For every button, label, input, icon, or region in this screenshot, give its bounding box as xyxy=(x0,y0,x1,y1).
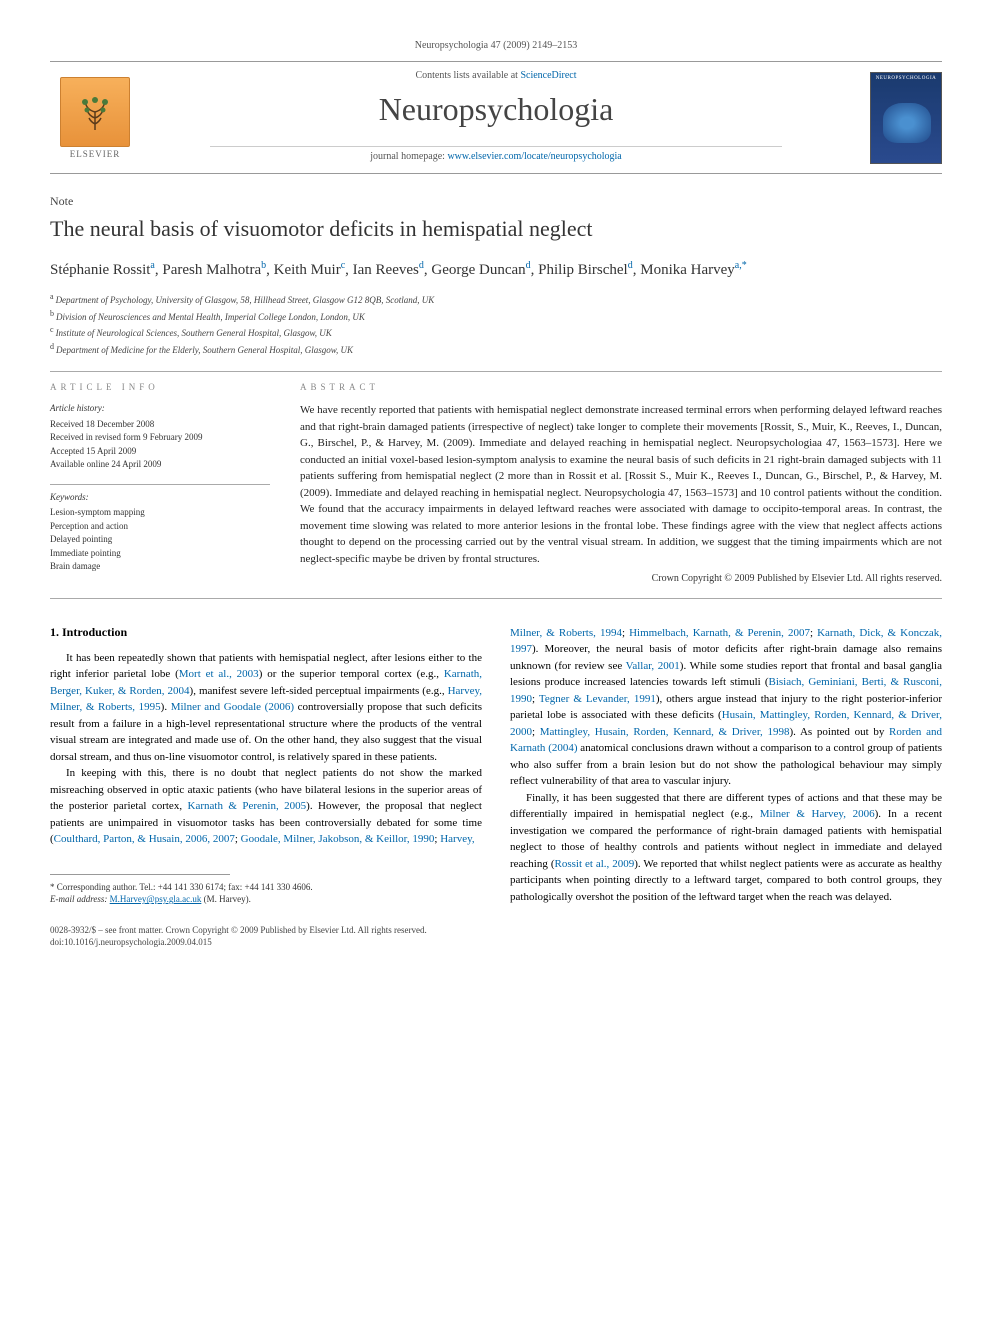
journal-homepage: journal homepage: www.elsevier.com/locat… xyxy=(210,146,782,165)
history-item: Available online 24 April 2009 xyxy=(50,458,270,472)
abstract-copyright: Crown Copyright © 2009 Published by Else… xyxy=(300,573,942,584)
page-footer: 0028-3932/$ – see front matter. Crown Co… xyxy=(50,924,942,949)
author-list: Stéphanie Rossita, Paresh Malhotrab, Kei… xyxy=(50,258,942,282)
masthead-center: Contents lists available at ScienceDirec… xyxy=(140,70,852,165)
history-item: Received in revised form 9 February 2009 xyxy=(50,431,270,445)
journal-cover-icon: NEUROPSYCHOLOGIA xyxy=(870,72,942,164)
affiliation: bDivision of Neurosciences and Mental He… xyxy=(50,308,942,325)
cover-thumb-block: NEUROPSYCHOLOGIA xyxy=(852,72,942,164)
homepage-link[interactable]: www.elsevier.com/locate/neuropsychologia xyxy=(447,151,621,162)
keywords-block: Keywords: Lesion-symptom mapping Percept… xyxy=(50,491,270,574)
keywords-label: Keywords: xyxy=(50,491,270,505)
elsevier-tree-icon xyxy=(75,92,115,132)
history-label: Article history: xyxy=(50,402,270,416)
footer-copyright: 0028-3932/$ – see front matter. Crown Co… xyxy=(50,924,942,937)
contents-available: Contents lists available at ScienceDirec… xyxy=(150,70,842,81)
article-type: Note xyxy=(50,194,942,209)
cover-brain-icon xyxy=(883,103,931,143)
publisher-logo-block: ELSEVIER xyxy=(50,77,140,159)
corr-email: E-mail address: M.Harvey@psy.gla.ac.uk (… xyxy=(50,893,482,906)
history-item: Accepted 15 April 2009 xyxy=(50,445,270,459)
corr-line: * Corresponding author. Tel.: +44 141 33… xyxy=(50,881,482,894)
keyword: Lesion-symptom mapping xyxy=(50,506,270,520)
body-paragraph: It has been repeatedly shown that patien… xyxy=(50,650,482,766)
info-abstract-row: ARTICLE INFO Article history: Received 1… xyxy=(50,382,942,586)
section-heading: 1. Introduction xyxy=(50,625,482,640)
journal-title: Neuropsychologia xyxy=(150,91,842,128)
contents-prefix: Contents lists available at xyxy=(415,70,520,81)
running-header: Neuropsychologia 47 (2009) 2149–2153 xyxy=(50,40,942,51)
divider xyxy=(50,484,270,485)
divider xyxy=(50,598,942,599)
masthead: ELSEVIER Contents lists available at Sci… xyxy=(50,61,942,174)
article-info-heading: ARTICLE INFO xyxy=(50,382,270,392)
affiliations: aDepartment of Psychology, University of… xyxy=(50,291,942,357)
abstract-heading: ABSTRACT xyxy=(300,382,942,392)
keyword: Delayed pointing xyxy=(50,533,270,547)
article-history: Article history: Received 18 December 20… xyxy=(50,402,270,472)
homepage-prefix: journal homepage: xyxy=(370,151,447,162)
abstract: ABSTRACT We have recently reported that … xyxy=(300,382,942,586)
footnote-divider xyxy=(50,874,230,875)
keyword: Brain damage xyxy=(50,560,270,574)
sciencedirect-link[interactable]: ScienceDirect xyxy=(520,70,576,81)
body-paragraph: Milner, & Roberts, 1994; Himmelbach, Kar… xyxy=(510,625,942,790)
article-info: ARTICLE INFO Article history: Received 1… xyxy=(50,382,270,586)
article-title: The neural basis of visuomotor deficits … xyxy=(50,215,942,244)
publisher-name: ELSEVIER xyxy=(70,149,121,159)
keyword: Perception and action xyxy=(50,520,270,534)
elsevier-logo-icon xyxy=(60,77,130,147)
body-paragraph: Finally, it has been suggested that ther… xyxy=(510,790,942,906)
body-columns: 1. Introduction It has been repeatedly s… xyxy=(50,625,942,906)
abstract-text: We have recently reported that patients … xyxy=(300,402,942,567)
email-link[interactable]: M.Harvey@psy.gla.ac.uk xyxy=(110,894,202,904)
footer-doi: doi:10.1016/j.neuropsychologia.2009.04.0… xyxy=(50,936,942,949)
body-paragraph: In keeping with this, there is no doubt … xyxy=(50,765,482,848)
affiliation: dDepartment of Medicine for the Elderly,… xyxy=(50,341,942,358)
history-item: Received 18 December 2008 xyxy=(50,418,270,432)
keyword: Immediate pointing xyxy=(50,547,270,561)
affiliation: aDepartment of Psychology, University of… xyxy=(50,291,942,308)
corresponding-author: * Corresponding author. Tel.: +44 141 33… xyxy=(50,881,482,906)
affiliation: cInstitute of Neurological Sciences, Sou… xyxy=(50,324,942,341)
cover-title: NEUROPSYCHOLOGIA xyxy=(871,73,941,81)
divider xyxy=(50,371,942,372)
